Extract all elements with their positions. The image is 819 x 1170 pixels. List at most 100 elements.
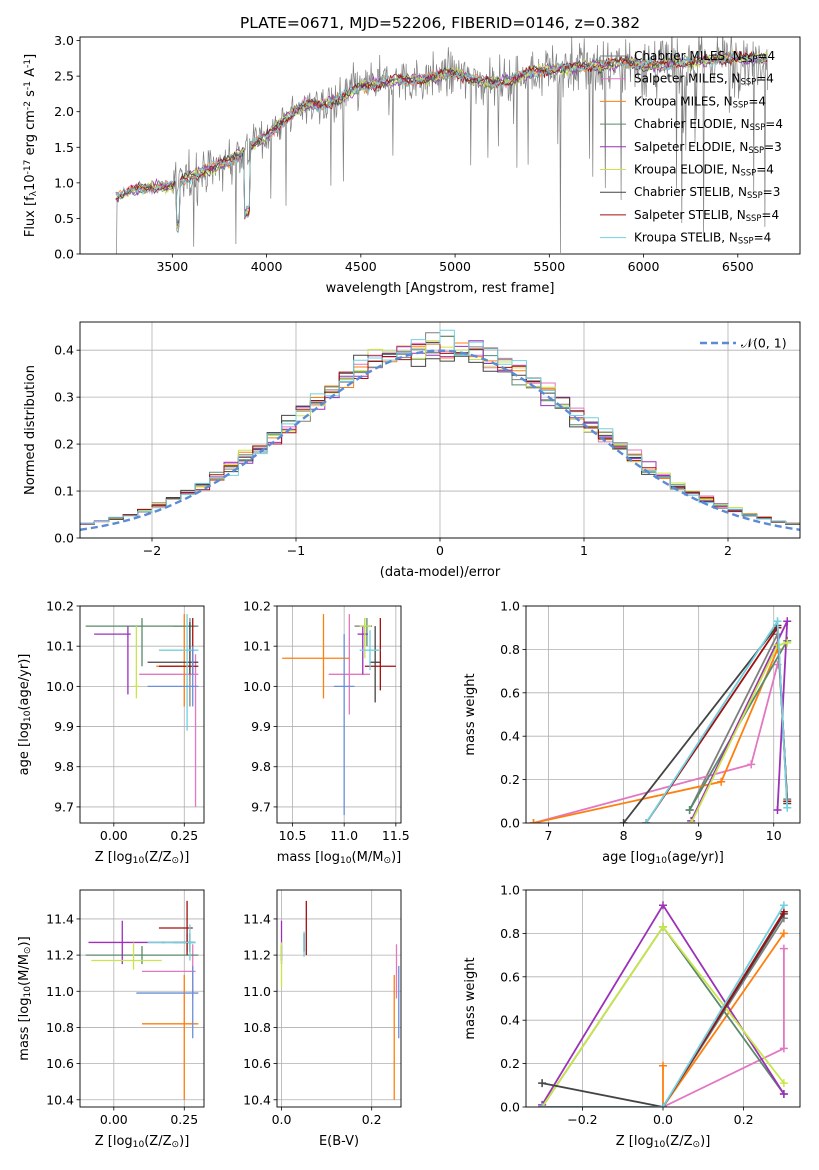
mass_vs_ebv-panel: 0.0 0.2 10.4 10.6 10.8 11.0 11.2 11.4 E(B-V) [243, 889, 402, 1149]
residuals-plot-area [80, 329, 800, 538]
weight_vs_age-x-tick-label: 10 [766, 828, 782, 843]
residuals-panel: −2 −1 0 1 2 0.0 0.1 0.2 0.3 0.4 (data-model)/error… [23, 321, 801, 580]
mass-weight-marker [529, 819, 538, 823]
weight_vs_age-x-axis-label: age [log10(age/yr)] [602, 850, 724, 866]
model-fit-line [115, 51, 768, 229]
mass_vs_Z-y-tick-label: 10.6 [46, 1056, 74, 1071]
mass-weight-marker [779, 1089, 788, 1098]
errorbar-point [139, 654, 199, 807]
age_vs_mass-plot-area [282, 614, 396, 815]
legend-label: Chabrier ELODIE, NSSP=4 [634, 117, 783, 132]
errorbar-point [142, 974, 199, 1100]
spectrum-x-axis-label: wavelength [Angstrom, rest frame] [326, 281, 555, 296]
mass-weight-line [542, 904, 785, 1107]
weight_vs_age-y-tick-label: 0.2 [500, 772, 520, 787]
age_vs_Z-y-tick-label: 10.1 [46, 639, 74, 654]
mass_vs_Z-grid [80, 890, 204, 1107]
weight_vs_Z-frame [525, 889, 801, 1108]
errorbar-point [147, 646, 199, 707]
mass_vs_ebv-x-tick-label: 0.2 [362, 1112, 382, 1127]
mass_vs_ebv-y-tick-label: 10.6 [243, 1056, 271, 1071]
errorbar-point [333, 634, 355, 815]
weight_vs_Z-y-tick-label: 0.0 [500, 1100, 520, 1115]
residuals-x-axis-label: (data-model)/error [380, 565, 501, 580]
legend-label: Kroupa ELODIE, NSSP=4 [634, 163, 774, 178]
legend-label: Chabrier MILES, NSSP=4 [634, 49, 775, 64]
mass-weight-marker [779, 901, 788, 910]
mass-weight-line [533, 664, 779, 823]
mass_vs_ebv-plot-area [280, 900, 400, 1100]
residuals-y-tick-label: 0.2 [54, 437, 74, 452]
weight_vs_Z-x-tick-label: 0.2 [734, 1112, 754, 1127]
reference-gaussian-curve [80, 349, 800, 531]
weight_vs_age-y-tick-label: 0.0 [500, 816, 520, 831]
weight_vs_Z-y-tick-label: 0.2 [500, 1056, 520, 1071]
errorbar-point [85, 618, 199, 667]
mass-weight-marker [747, 760, 756, 769]
weight_vs_Z-ticks: −0.2 0.0 0.2 0.0 0.2 0.4 0.6 0.8 1.0 [500, 883, 753, 1128]
mass_vs_Z-y-axis-label: mass [log10(M/M⊙)] [17, 936, 33, 1060]
spectrum-x-tick-label: 6000 [628, 259, 660, 274]
residuals-y-tick-label: 0.4 [54, 343, 74, 358]
legend-label: Salpeter MILES, NSSP=4 [634, 72, 774, 87]
residuals-y-tick-label: 0.0 [54, 531, 74, 546]
legend-label: Chabrier STELIB, NSSP=3 [634, 185, 780, 200]
spectrum-panel: 3500 4000 4500 5000 5500 6000 6500 0.0 0.5 1.0 1.5… [23, 33, 801, 296]
spectrum-y-tick-label: 2.5 [54, 69, 74, 84]
errorbar-point [91, 942, 162, 970]
spectrum-y-axis-label: Flux [fλ10-17 erg cm-2 s-1 A-1] [23, 54, 39, 237]
spectrum-legend: Chabrier MILES, NSSP=4 Salpeter MILES, NS… [600, 49, 783, 246]
mass_vs_ebv-x-axis-label: E(B-V) [319, 1134, 359, 1149]
age_vs_Z-x-tick-label: 0.00 [100, 828, 128, 843]
mass_vs_ebv-y-tick-label: 11.2 [243, 948, 271, 963]
age_vs_mass-y-tick-label: 9.7 [251, 799, 271, 814]
age_vs_Z-x-tick-label: 0.25 [170, 828, 198, 843]
mass-weight-line [542, 911, 785, 1107]
age_vs_Z-frame [79, 605, 205, 824]
errorbar-point [147, 924, 196, 961]
residuals-x-tick-label: 0 [436, 543, 444, 558]
mass-weight-line [662, 948, 785, 1107]
errorbar-point [156, 614, 190, 707]
residuals-x-tick-label: 2 [724, 543, 732, 558]
residuals-frame [79, 321, 801, 539]
mass_vs_ebv-y-tick-label: 11.4 [243, 911, 271, 926]
residuals-ticks: −2 −1 0 1 2 0.0 0.1 0.2 0.3 0.4 [54, 343, 732, 558]
weight_vs_age-x-tick-label: 9 [695, 828, 703, 843]
weight_vs_Z-y-tick-label: 0.4 [500, 1013, 520, 1028]
legend-label: Salpeter STELIB, NSSP=4 [634, 208, 779, 223]
age_vs_Z-y-tick-label: 9.7 [54, 799, 74, 814]
residuals-x-tick-label: −2 [143, 543, 161, 558]
mass_vs_Z-frame [79, 889, 205, 1108]
mass-weight-marker [783, 617, 792, 626]
mass_vs_ebv-ticks: 0.0 0.2 10.4 10.6 10.8 11.0 11.2 11.4 [243, 911, 381, 1127]
legend-label: Kroupa STELIB, NSSP=4 [634, 231, 771, 246]
mass-weight-marker [642, 819, 651, 823]
mass-weight-marker [773, 617, 782, 626]
mass_vs_Z-ticks: 0.00 0.25 10.4 10.6 10.8 11.0 11.2 11.4 [46, 911, 198, 1127]
legend-label: 𝒩(0, 1) [741, 336, 787, 351]
model-fit-line [115, 52, 768, 230]
weight_vs_age-y-tick-label: 1.0 [500, 599, 520, 614]
mass_vs_Z-y-tick-label: 11.4 [46, 911, 74, 926]
mass_vs_ebv-y-tick-label: 10.8 [243, 1020, 271, 1035]
mass-weight-marker [538, 1103, 547, 1107]
weight_vs_age-x-tick-label: 7 [545, 828, 553, 843]
spectrum-x-tick-label: 5500 [533, 259, 565, 274]
legend-label: Salpeter ELODIE, NSSP=3 [634, 140, 782, 155]
spectrum-x-tick-label: 3500 [156, 259, 188, 274]
weight_vs_age-plot-area [529, 617, 792, 823]
errorbar-point [158, 900, 193, 956]
spectrum-y-tick-label: 3.0 [54, 33, 74, 48]
age_vs_Z-y-tick-label: 9.9 [54, 719, 74, 734]
mass-weight-marker [687, 819, 696, 823]
mass_vs_ebv-grid [277, 890, 401, 1107]
weight_vs_age-ticks: 7 8 9 10 0.0 0.2 0.4 0.6 0.8 1.0 [500, 599, 782, 844]
weight_vs_Z-x-tick-label: 0.0 [653, 1112, 673, 1127]
spectrum-y-tick-label: 1.5 [54, 140, 74, 155]
mass-weight-line [662, 932, 785, 1107]
spectrum-y-tick-label: 2.0 [54, 104, 74, 119]
mass-weight-marker [779, 1044, 788, 1053]
mass_vs_ebv-x-tick-label: 0.0 [272, 1112, 292, 1127]
